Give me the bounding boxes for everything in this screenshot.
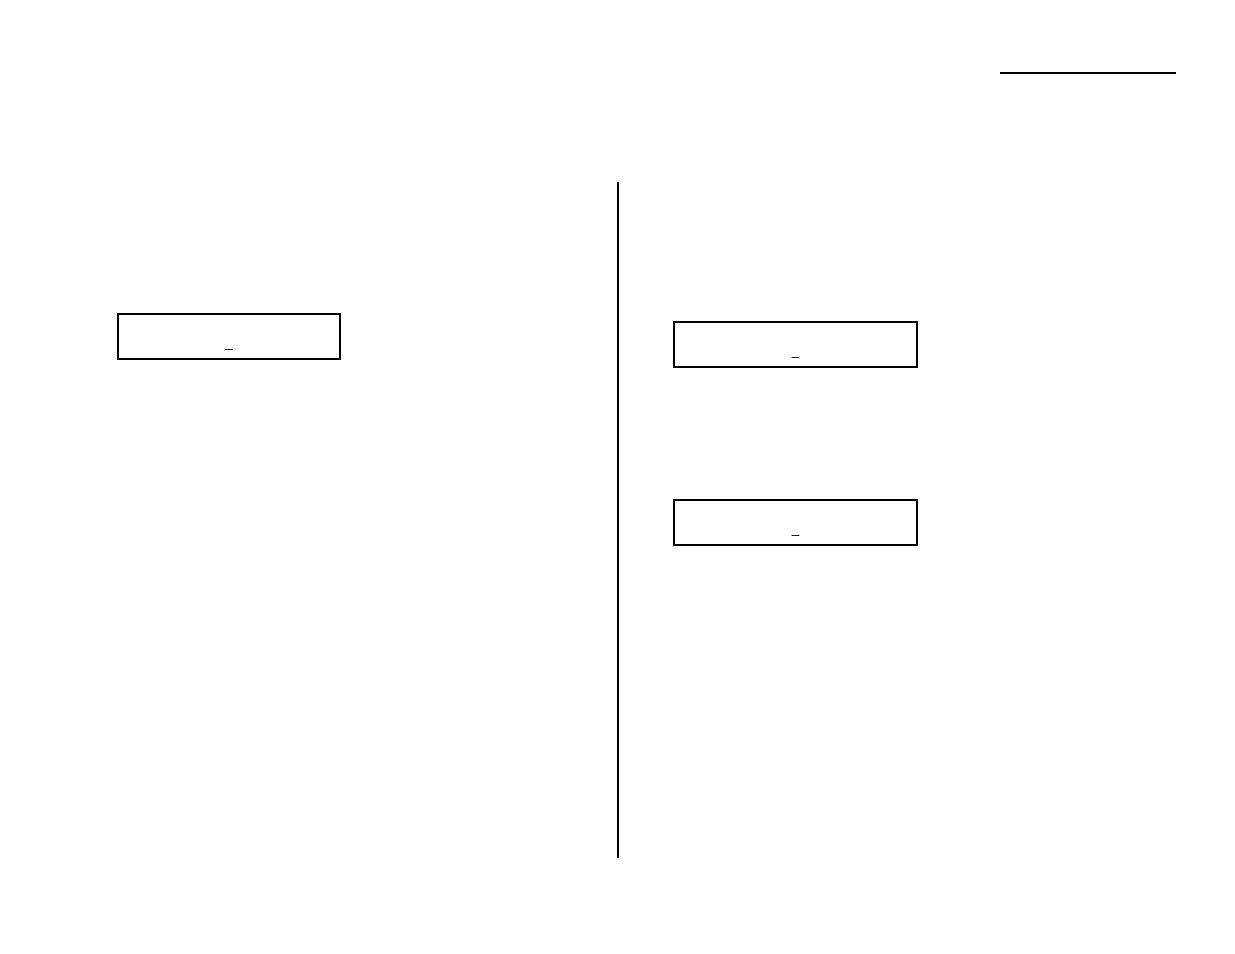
center-divider xyxy=(617,182,619,858)
right-column-box-upper: – xyxy=(673,321,918,368)
right-column-box-lower: – xyxy=(673,499,918,546)
left-column-box: – xyxy=(117,313,341,360)
header-rule xyxy=(1000,72,1176,74)
right-lower-box-glyph: – xyxy=(792,526,800,542)
left-box-glyph: – xyxy=(225,340,233,356)
right-upper-box-glyph: – xyxy=(792,348,800,364)
